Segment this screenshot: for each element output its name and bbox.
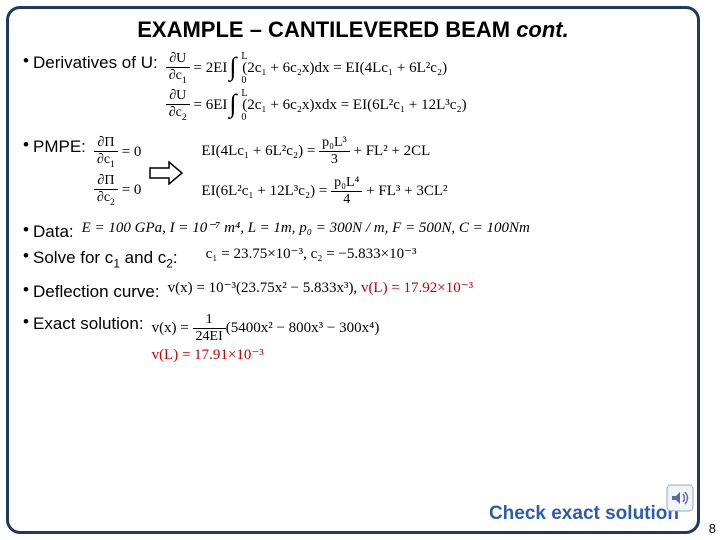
title-main: EXAMPLE – CANTILEVERED BEAM (137, 17, 516, 42)
pi1-den: ∂c1 (94, 152, 118, 170)
title-cont: cont. (516, 17, 569, 42)
pmpe-r1-l: EI(4Lc₁ + 6L²c₂) = (201, 143, 319, 159)
pmpe-r2-t: + FL³ + 3CL² (362, 183, 447, 199)
du1-b: (2c₁ + 6c₂x)dx = EI(4Lc₁ + 6L²c₂) (242, 60, 447, 76)
du1-den: ∂c1 (166, 68, 190, 86)
defl-vL-red: v(L) = 17.92×10⁻³ (361, 280, 473, 296)
pi2-eq: = 0 (122, 182, 142, 198)
du1-a: = 2EI (194, 60, 228, 76)
pi1-num: ∂Π (94, 135, 118, 152)
row-exact: • Exact solution: v(x) = 124EI(5400x² − … (23, 312, 683, 366)
bullet-icon: • (23, 246, 33, 266)
pmpe-r1-t: + FL² + 2CL (350, 143, 431, 159)
label-data: Data: (33, 220, 82, 242)
row-derivatives: • Derivatives of U: ∂U∂c1 = 2EI∫L0 (2c₁ … (23, 51, 683, 125)
slide-title: EXAMPLE – CANTILEVERED BEAM cont. (23, 17, 683, 43)
bullet-icon: • (23, 135, 33, 155)
row-solve: • Solve for c1 and c2: c₁ = 23.75×10⁻³, … (23, 246, 683, 270)
du2-den: ∂c2 (166, 105, 190, 123)
slide-frame: EXAMPLE – CANTILEVERED BEAM cont. • Deri… (6, 6, 700, 534)
speaker-icon[interactable] (666, 484, 694, 512)
integral-icon: ∫L0 (229, 94, 236, 117)
row-data: • Data: E = 100 GPa, I = 10⁻⁷ m⁴, L = 1m… (23, 220, 683, 242)
exact-vL-red: v(L) = 17.91×10⁻³ (152, 347, 683, 364)
math-derivU: ∂U∂c1 = 2EI∫L0 (2c₁ + 6c₂x)dx = EI(4Lc₁ … (166, 51, 683, 125)
math-pmpe: ∂Π∂c1 = 0 ∂Π∂c2 = 0 EI(4Lc₁ + 6L²c₂) = p… (94, 135, 683, 209)
row-defl: • Deflection curve: v(x) = 10⁻³(23.75x² … (23, 280, 683, 302)
label-exact: Exact solution: (33, 312, 152, 334)
arrow-right-icon (149, 161, 183, 185)
label-pmpe: PMPE: (33, 135, 94, 157)
page-number: 8 (709, 521, 716, 536)
pmpe-r2-l: EI(6L²c₁ + 12L³c₂) = (201, 183, 331, 199)
du2-b: (2c₁ + 6c₂x)xdx = EI(6L²c₁ + 12L³c₂) (242, 97, 466, 113)
math-data: E = 100 GPa, I = 10⁻⁷ m⁴, L = 1m, p₀ = 3… (82, 220, 683, 237)
integral-icon: ∫L0 (229, 57, 236, 80)
bullet-icon: • (23, 220, 33, 240)
pi2-num: ∂Π (94, 173, 118, 190)
du2-a: = 6EI (194, 97, 228, 113)
pi1-eq: = 0 (122, 144, 142, 160)
check-exact-text: Check exact solution (489, 503, 679, 525)
pi2-den: ∂c2 (94, 190, 118, 208)
bullet-icon: • (23, 280, 33, 300)
math-solve: c₁ = 23.75×10⁻³, c₂ = −5.833×10⁻³ (186, 246, 683, 263)
label-derivU: Derivatives of U: (33, 51, 166, 73)
bullet-icon: • (23, 312, 33, 332)
row-pmpe: • PMPE: ∂Π∂c1 = 0 ∂Π∂c2 = 0 EI(4Lc₁ + 6L… (23, 135, 683, 209)
label-solve: Solve for c1 and c2: (33, 246, 186, 270)
du1-num: ∂U (166, 51, 190, 68)
math-defl: v(x) = 10⁻³(23.75x² − 5.833x³), v(L) = 1… (168, 280, 683, 297)
math-exact: v(x) = 124EI(5400x² − 800x³ − 300x⁴) v(L… (152, 312, 683, 366)
du2-num: ∂U (166, 88, 190, 105)
label-defl: Deflection curve: (33, 280, 168, 302)
bullet-icon: • (23, 51, 33, 71)
